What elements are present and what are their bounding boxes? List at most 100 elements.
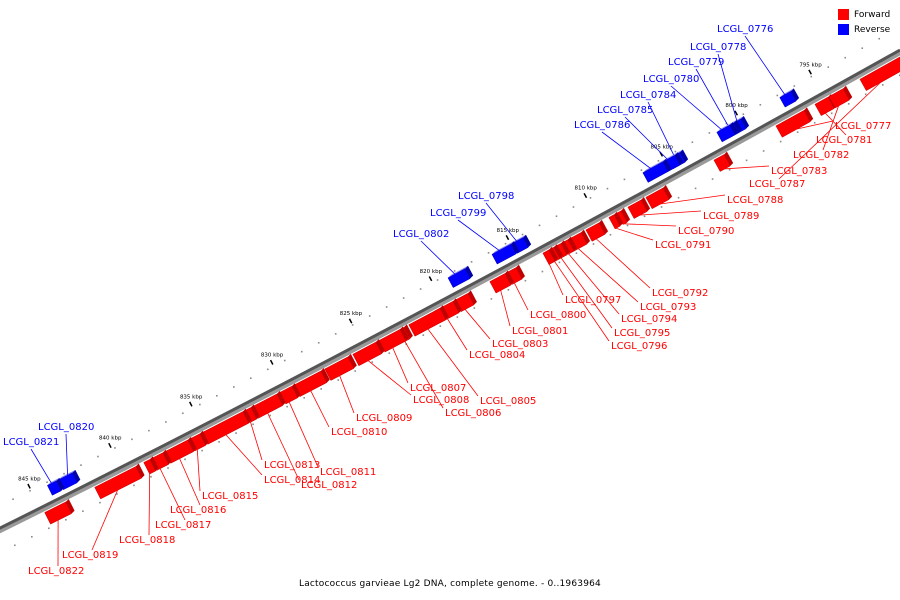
gene-lcgl-0820-end — [72, 469, 81, 483]
gene-lcgl-0790-end — [620, 207, 631, 223]
gene-label-lcgl-0790: LCGL_0790 — [678, 226, 734, 237]
leader-line — [560, 256, 613, 329]
leader-line — [464, 308, 491, 340]
gene-lcgl-0818-end — [149, 456, 159, 471]
gene-label-lcgl-0781: LCGL_0781 — [816, 135, 872, 146]
leader-line — [744, 35, 789, 100]
gene-lcgl-0787 — [859, 56, 900, 91]
track-dot — [218, 441, 220, 443]
gene-lcgl-0817-end — [162, 449, 172, 465]
track-dot — [521, 233, 524, 236]
track-dot — [199, 403, 201, 406]
gene-lcgl-0805-end — [439, 305, 449, 320]
track-dot — [201, 449, 203, 452]
gene-label-lcgl-0784: LCGL_0784 — [620, 90, 676, 101]
track-dot — [148, 429, 150, 432]
tick-mark — [505, 235, 510, 241]
legend-reverse: Reverse — [838, 24, 890, 39]
gene-label-lcgl-0806: LCGL_0806 — [445, 408, 501, 419]
gene-label-lcgl-0793: LCGL_0793 — [640, 302, 696, 313]
track-dot — [592, 243, 595, 245]
tick-mark — [348, 318, 353, 324]
gene-label-lcgl-0786: LCGL_0786 — [574, 120, 630, 131]
track-dot — [167, 467, 169, 469]
track-dot — [827, 66, 830, 68]
track-dot — [303, 396, 305, 399]
gene-label-lcgl-0778: LCGL_0778 — [690, 42, 746, 53]
track-dot — [283, 359, 286, 362]
track-dot — [575, 252, 578, 254]
track-dot — [861, 47, 864, 49]
track-dot — [133, 484, 135, 487]
leader-line — [367, 359, 412, 396]
track-dot — [691, 141, 694, 144]
gene-label-lcgl-0803: LCGL_0803 — [492, 339, 548, 350]
track-dot — [487, 251, 490, 254]
gene-lcgl-0797-end — [548, 246, 559, 262]
gene-label-lcgl-0822: LCGL_0822 — [28, 566, 84, 577]
gene-label-lcgl-0807: LCGL_0807 — [410, 383, 466, 394]
gene-lcgl-0802-end — [464, 265, 474, 279]
gene-lcgl-0795-end — [560, 240, 571, 255]
gene-lcgl-0792-end — [598, 219, 609, 235]
gene-label-lcgl-0776: LCGL_0776 — [717, 24, 773, 35]
gene-label-lcgl-0798: LCGL_0798 — [458, 191, 514, 202]
track-dot — [878, 37, 881, 40]
track-dot — [728, 168, 731, 171]
track-dot — [249, 377, 252, 379]
gene-lcgl-0780-bevel — [716, 122, 733, 133]
gene-lcgl-0812-end — [276, 391, 286, 406]
track-dot — [116, 493, 118, 495]
gene-label-lcgl-0810: LCGL_0810 — [331, 427, 387, 438]
track-dot — [640, 169, 643, 171]
track-dot — [555, 215, 558, 218]
leader-line — [224, 433, 263, 476]
track-dot — [422, 334, 425, 336]
gene-label-lcgl-0804: LCGL_0804 — [469, 350, 525, 361]
gene-label-lcgl-0792: LCGL_0792 — [652, 288, 708, 299]
track-dot — [504, 242, 507, 245]
track-dot — [65, 518, 67, 521]
forward-swatch — [838, 9, 849, 20]
track-dot — [830, 112, 833, 115]
track-dot — [114, 447, 116, 449]
track-dot — [13, 544, 16, 547]
leader-line — [500, 289, 511, 327]
leader-line — [65, 433, 69, 482]
gene-label-lcgl-0796: LCGL_0796 — [611, 341, 667, 352]
track-dot — [80, 464, 82, 466]
gene-lcgl-0780-end — [729, 122, 739, 135]
leader-line — [637, 210, 702, 216]
gene-lcgl-0785-bevel — [662, 152, 678, 162]
track-dot — [337, 379, 340, 381]
gene-lcgl-0803-end — [467, 290, 477, 305]
track-dot — [898, 74, 900, 77]
track-dot — [589, 197, 592, 199]
track-dot — [864, 93, 867, 96]
leader-line — [824, 112, 847, 136]
track-dot — [793, 85, 796, 87]
gene-lcgl-0783-end — [723, 151, 734, 166]
tick-mark — [428, 276, 433, 282]
gene-label-lcgl-0814: LCGL_0814 — [264, 475, 320, 486]
gene-label-lcgl-0785: LCGL_0785 — [597, 105, 653, 116]
track-dot — [12, 498, 14, 501]
leader-line — [457, 219, 505, 255]
tick-mark — [188, 401, 193, 407]
track-dot — [453, 270, 456, 272]
track-dot — [558, 261, 561, 264]
track-dot — [694, 187, 697, 190]
gene-label-lcgl-0821: LCGL_0821 — [3, 437, 59, 448]
track-dot — [606, 187, 609, 190]
gene-label-lcgl-0808: LCGL_0808 — [413, 395, 469, 406]
leader-line — [485, 202, 521, 246]
gene-lcgl-0813-end — [250, 404, 260, 420]
track-dot — [182, 412, 184, 415]
gene-lcgl-0796-end — [553, 244, 564, 259]
gene-lcgl-0821-end — [56, 477, 65, 491]
track-dot — [470, 261, 473, 263]
track-dot — [572, 206, 575, 208]
gene-lcgl-0801-end — [504, 270, 514, 286]
tick-mark — [583, 192, 588, 199]
track-dot — [216, 394, 218, 397]
